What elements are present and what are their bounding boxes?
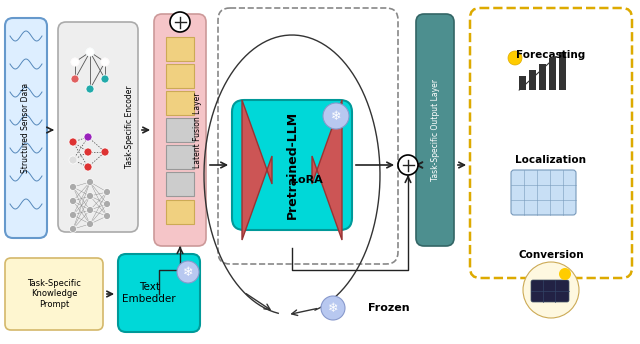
Circle shape	[86, 206, 93, 214]
Circle shape	[84, 148, 92, 156]
Text: ❄: ❄	[183, 266, 193, 279]
Circle shape	[104, 213, 111, 219]
Bar	[539, 64, 546, 90]
Text: Task-Specific
Knowledge
Prompt: Task-Specific Knowledge Prompt	[27, 279, 81, 309]
Circle shape	[71, 58, 79, 66]
Text: ❄: ❄	[331, 109, 341, 122]
Circle shape	[101, 75, 109, 83]
Circle shape	[86, 48, 94, 56]
Circle shape	[71, 75, 79, 83]
Text: Pretrained-LLM: Pretrained-LLM	[285, 111, 298, 219]
Circle shape	[70, 212, 77, 218]
Circle shape	[321, 296, 345, 320]
Circle shape	[84, 163, 92, 171]
Bar	[549, 58, 556, 90]
Circle shape	[101, 58, 109, 66]
Bar	[166, 145, 194, 169]
Bar	[166, 64, 194, 88]
Polygon shape	[242, 100, 272, 240]
Text: Localization: Localization	[515, 155, 586, 165]
Circle shape	[86, 221, 93, 227]
Circle shape	[86, 85, 94, 93]
Bar	[559, 52, 566, 90]
FancyBboxPatch shape	[58, 22, 138, 232]
Text: Text
Embedder: Text Embedder	[122, 282, 176, 304]
Text: Forecasting: Forecasting	[516, 50, 586, 60]
Circle shape	[86, 179, 93, 185]
Circle shape	[70, 226, 77, 233]
Bar	[166, 200, 194, 224]
Text: LoRA: LoRA	[291, 175, 323, 185]
Bar	[529, 70, 536, 90]
Circle shape	[70, 183, 77, 191]
FancyBboxPatch shape	[232, 100, 352, 230]
Bar	[166, 91, 194, 115]
FancyBboxPatch shape	[416, 14, 454, 246]
Circle shape	[101, 58, 109, 66]
Circle shape	[104, 201, 111, 207]
Text: Latent Fusion Layer: Latent Fusion Layer	[193, 92, 202, 168]
Circle shape	[177, 261, 199, 283]
Circle shape	[523, 262, 579, 318]
Circle shape	[101, 148, 109, 156]
FancyBboxPatch shape	[118, 254, 200, 332]
Bar	[166, 172, 194, 196]
Circle shape	[323, 103, 349, 129]
Text: Task-Specific Output Layer: Task-Specific Output Layer	[431, 79, 440, 181]
Circle shape	[398, 155, 418, 175]
Circle shape	[86, 48, 94, 56]
FancyBboxPatch shape	[5, 258, 103, 330]
Circle shape	[84, 133, 92, 141]
Text: Task-Specific Encoder: Task-Specific Encoder	[125, 86, 134, 168]
Bar	[519, 76, 526, 90]
Polygon shape	[312, 100, 342, 240]
Circle shape	[70, 197, 77, 204]
Circle shape	[508, 51, 522, 65]
Circle shape	[86, 193, 93, 200]
Bar	[166, 37, 194, 61]
Circle shape	[71, 58, 79, 66]
Circle shape	[104, 189, 111, 195]
FancyBboxPatch shape	[511, 170, 576, 215]
FancyBboxPatch shape	[154, 14, 206, 246]
Circle shape	[69, 138, 77, 146]
FancyBboxPatch shape	[5, 18, 47, 238]
Circle shape	[69, 156, 77, 164]
Text: Structured Sensor Data: Structured Sensor Data	[22, 83, 31, 173]
Circle shape	[559, 268, 571, 280]
Text: ❄: ❄	[328, 301, 339, 314]
Bar	[166, 118, 194, 142]
Text: Frozen: Frozen	[368, 303, 410, 313]
FancyBboxPatch shape	[531, 280, 569, 302]
Circle shape	[170, 12, 190, 32]
Text: Conversion: Conversion	[518, 250, 584, 260]
